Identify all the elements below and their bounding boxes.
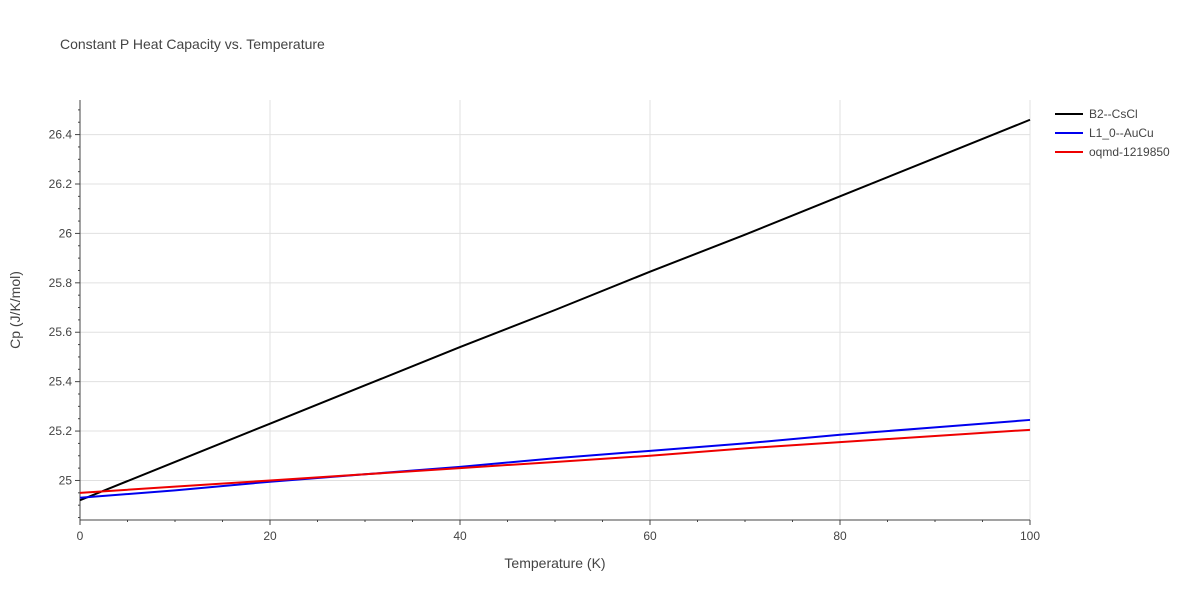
y-tick-label: 25.8 [49, 276, 73, 290]
x-tick-label: 80 [833, 529, 847, 543]
legend-item[interactable]: B2--CsCl [1055, 107, 1138, 121]
y-tick-label: 26 [59, 226, 73, 240]
series-line-b2-cscl [79, 118, 1031, 502]
y-axis-title: Cp (J/K/mol) [7, 271, 23, 349]
x-tick-label: 60 [643, 529, 657, 543]
x-tick-label: 100 [1020, 529, 1040, 543]
x-tick-label: 0 [77, 529, 84, 543]
series-line-l1-0-aucu [79, 418, 1031, 499]
legend-item[interactable]: L1_0--AuCu [1055, 126, 1154, 140]
y-tick-label: 25.4 [49, 375, 73, 389]
x-tick-label: 40 [453, 529, 467, 543]
legend-label: oqmd-1219850 [1089, 145, 1170, 159]
chart-title: Constant P Heat Capacity vs. Temperature [60, 36, 325, 52]
series-layer [79, 118, 1031, 502]
x-axis-title: Temperature (K) [504, 555, 605, 571]
legend[interactable]: B2--CsCl L1_0--AuCu oqmd-1219850 [1055, 107, 1170, 159]
axes-layer: 0 20 40 60 80 100 25 25.2 25.4 25.6 25.8 26 26.2 26.4 [49, 100, 1040, 543]
y-tick-label: 26.4 [49, 128, 73, 142]
legend-label: L1_0--AuCu [1089, 126, 1154, 140]
y-tick-label: 26.2 [49, 177, 73, 191]
y-tick-label: 25 [59, 473, 73, 487]
legend-item[interactable]: oqmd-1219850 [1055, 145, 1170, 159]
y-tick-label: 25.2 [49, 424, 73, 438]
x-tick-label: 20 [263, 529, 277, 543]
y-tick-label: 25.6 [49, 325, 73, 339]
series-line-oqmd-1219850 [79, 428, 1031, 494]
legend-label: B2--CsCl [1089, 107, 1138, 121]
